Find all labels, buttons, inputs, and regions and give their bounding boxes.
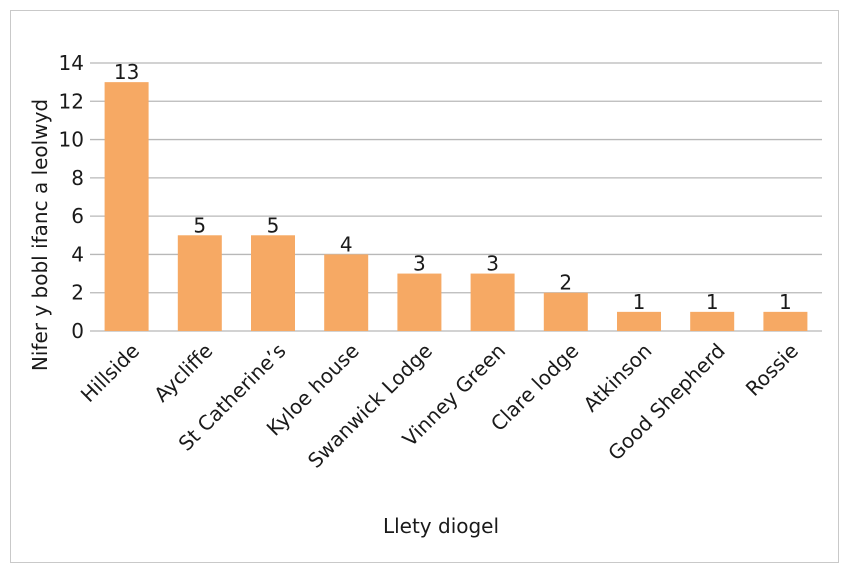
bar [470,273,515,331]
bar [690,311,735,331]
y-tick-label: 8 [71,166,84,190]
y-axis-tick-labels: 0 2 4 6 8 10 12 14 [59,51,84,343]
y-tick-label: 14 [59,51,84,75]
bar [251,235,295,331]
data-label: 1 [706,290,719,314]
x-axis-title: Llety diogel [383,514,499,538]
bar [763,311,808,331]
x-category-label: Hillside [76,339,144,407]
data-label: 5 [267,213,280,237]
data-labels: 13 5 5 4 3 3 2 1 1 1 [114,60,792,314]
data-label: 13 [114,60,139,84]
bar [617,311,661,331]
x-category-label: Atkinson [579,339,657,417]
y-tick-label: 4 [71,242,84,266]
bars [104,82,808,332]
x-category-label: Rossie [741,339,803,401]
data-label: 4 [340,232,353,256]
bar [177,235,222,331]
bar [104,82,149,332]
x-category-label: Aycliffe [149,339,217,407]
bar [543,292,588,331]
y-tick-label: 12 [59,89,84,113]
y-tick-label: 0 [71,319,84,343]
bar [324,254,369,331]
data-label: 3 [486,252,499,276]
data-label: 1 [633,290,646,314]
y-tick-label: 10 [59,128,84,152]
y-tick-label: 2 [71,281,84,305]
data-label: 3 [413,252,426,276]
data-label: 1 [779,290,792,314]
data-label: 5 [193,213,206,237]
y-axis-title: Nifer y bobl ifanc a leolwyd [28,99,52,371]
data-label: 2 [559,271,572,295]
bar [397,273,442,331]
y-tick-label: 6 [71,204,84,228]
x-category-label: Swanwick Lodge [303,339,437,473]
